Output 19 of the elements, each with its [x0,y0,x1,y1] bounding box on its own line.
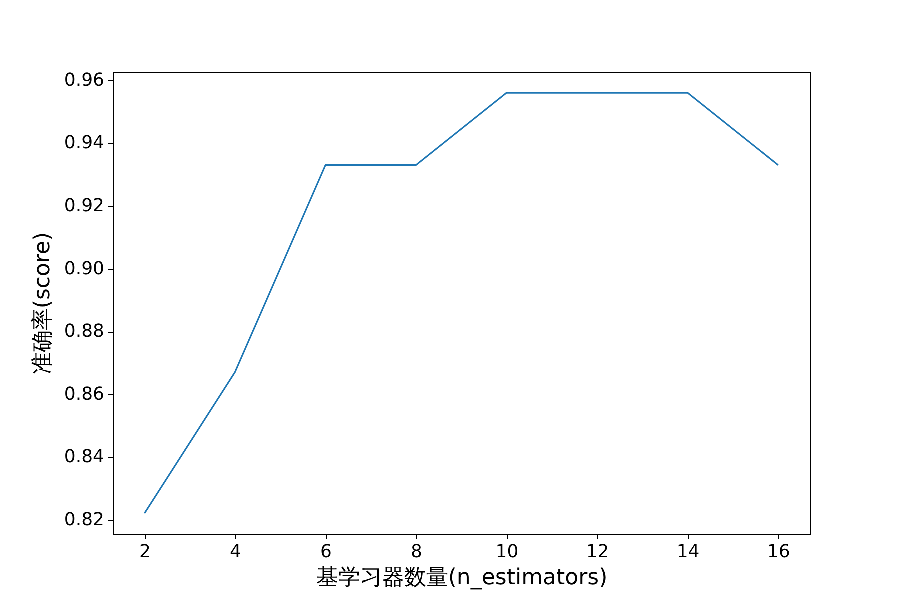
x-tick-label: 8 [411,542,422,562]
x-tick-label: 2 [139,542,151,562]
x-tick-label: 4 [230,542,242,562]
line-series [144,92,780,514]
y-tick-label: 0.86 [64,384,104,405]
y-tick-label: 0.94 [64,132,104,154]
x-tick-label: 14 [676,542,700,562]
x-tick-label: 16 [767,542,790,562]
y-tick-label: 0.90 [64,258,104,280]
y-axis-title: 准确率(score) [30,232,56,375]
y-tick-label: 0.96 [64,70,104,91]
x-tick-label: 10 [496,542,519,562]
x-tick-label: 6 [320,542,332,562]
y-tick-label: 0.84 [64,446,104,468]
y-tick-label: 0.92 [64,196,104,217]
y-tick-label: 0.82 [64,509,104,530]
y-tick-label: 0.88 [64,321,104,342]
x-axis-title: 基学习器数量(n_estimators) [316,566,608,590]
x-tick-label: 12 [586,542,610,562]
